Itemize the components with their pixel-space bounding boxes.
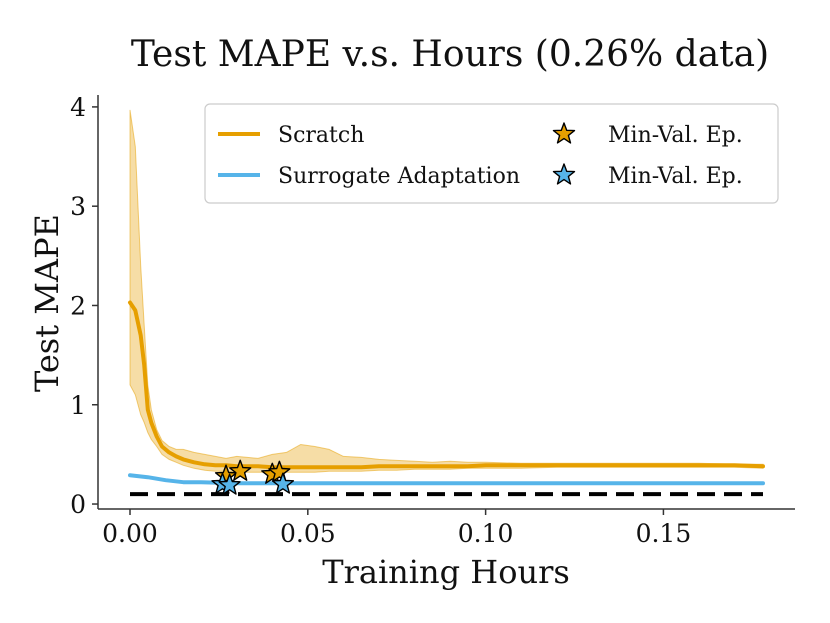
- x-tick-label: 0.05: [280, 519, 336, 548]
- x-axis-label: Training Hours: [322, 553, 570, 591]
- x-tick-label: 0.10: [458, 519, 514, 548]
- legend-label: Surrogate Adaptation: [278, 164, 520, 189]
- plot-area: [128, 109, 765, 497]
- chart-title: Test MAPE v.s. Hours (0.26% data): [131, 34, 769, 75]
- legend: Scratch Min-Val. Ep. Surrogate Adaptation M…: [204, 103, 779, 204]
- legend-label: Min-Val. Ep.: [608, 123, 743, 148]
- legend-label: Min-Val. Ep.: [608, 164, 743, 189]
- y-tick-label: 1: [70, 391, 86, 420]
- surrogate-min-val-star: [218, 473, 241, 495]
- surrogate-line: [128, 473, 765, 486]
- legend-frame: [204, 103, 779, 204]
- y-axis-label: Test MAPE: [28, 214, 66, 392]
- axes: 0.00 0.05 0.10 0.15 0 1 2 3 4: [70, 93, 795, 548]
- scratch-line: [128, 300, 765, 470]
- surrogate-min-val-star: [271, 472, 295, 494]
- x-tick-label: 0.00: [102, 519, 158, 548]
- scratch-min-val-star: [268, 460, 291, 482]
- x-tick-label: 0.15: [636, 519, 692, 548]
- y-tick-label: 0: [70, 490, 86, 519]
- scratch-min-val-star: [229, 459, 252, 481]
- legend-label: Scratch: [278, 123, 364, 148]
- legend-star-swatch: [552, 122, 576, 144]
- y-tick-label: 2: [70, 291, 86, 320]
- y-tick-label: 4: [70, 93, 86, 122]
- y-tick-label: 3: [70, 192, 86, 221]
- legend-star-swatch: [552, 163, 576, 185]
